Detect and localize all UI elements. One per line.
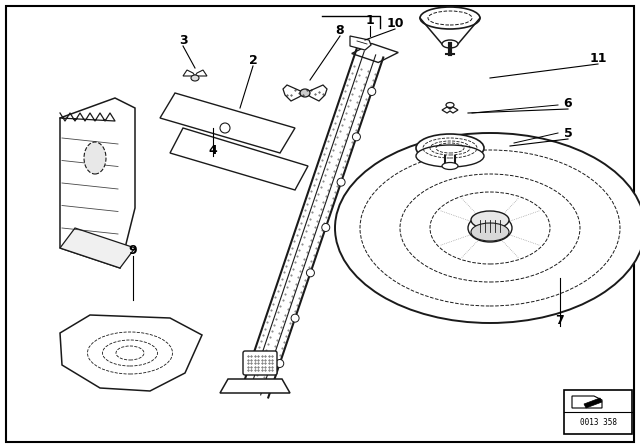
Polygon shape — [220, 379, 290, 393]
Ellipse shape — [442, 163, 458, 169]
Ellipse shape — [84, 142, 106, 174]
Bar — [564, 390, 632, 434]
Polygon shape — [60, 228, 135, 268]
Polygon shape — [60, 315, 202, 391]
Polygon shape — [442, 107, 458, 113]
Text: 4: 4 — [209, 143, 218, 156]
Text: 6: 6 — [564, 96, 572, 109]
Circle shape — [307, 269, 314, 277]
Text: 10: 10 — [387, 17, 404, 30]
Polygon shape — [584, 398, 602, 408]
Polygon shape — [283, 85, 305, 101]
Polygon shape — [183, 70, 195, 76]
Ellipse shape — [300, 89, 310, 97]
Ellipse shape — [416, 145, 484, 167]
Circle shape — [337, 178, 345, 186]
Text: 0013 358: 0013 358 — [579, 418, 616, 426]
FancyBboxPatch shape — [243, 351, 277, 375]
Text: 3: 3 — [179, 34, 188, 47]
Ellipse shape — [468, 214, 512, 242]
Circle shape — [291, 314, 299, 322]
Polygon shape — [170, 128, 308, 190]
Circle shape — [276, 359, 284, 367]
Text: 9: 9 — [129, 244, 138, 257]
Polygon shape — [160, 93, 295, 153]
Circle shape — [368, 87, 376, 95]
Text: 2: 2 — [248, 53, 257, 66]
Text: 11: 11 — [589, 52, 607, 65]
Polygon shape — [60, 98, 135, 268]
Ellipse shape — [471, 211, 509, 229]
Polygon shape — [195, 70, 207, 76]
Ellipse shape — [420, 7, 480, 29]
Polygon shape — [350, 36, 371, 50]
Ellipse shape — [416, 134, 484, 162]
Polygon shape — [572, 396, 602, 408]
Polygon shape — [305, 85, 327, 101]
Circle shape — [353, 133, 360, 141]
Text: 5: 5 — [564, 126, 572, 139]
Ellipse shape — [335, 133, 640, 323]
Ellipse shape — [191, 75, 199, 81]
Circle shape — [220, 123, 230, 133]
Ellipse shape — [471, 223, 509, 241]
Ellipse shape — [442, 40, 458, 48]
Ellipse shape — [446, 103, 454, 108]
Text: 8: 8 — [336, 23, 344, 36]
Text: 1: 1 — [365, 13, 374, 26]
Text: 7: 7 — [556, 314, 564, 327]
Circle shape — [322, 224, 330, 232]
